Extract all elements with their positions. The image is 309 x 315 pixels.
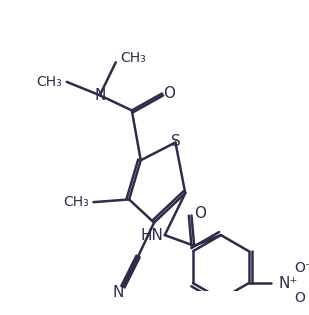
Text: CH₃: CH₃ — [36, 75, 62, 89]
Text: N: N — [113, 284, 124, 300]
Text: O: O — [194, 206, 206, 221]
Text: S: S — [171, 134, 181, 149]
Text: CH₃: CH₃ — [63, 195, 89, 209]
Text: CH₃: CH₃ — [120, 51, 146, 65]
Text: N⁺: N⁺ — [278, 276, 298, 291]
Text: O⁻: O⁻ — [294, 261, 309, 275]
Text: O: O — [163, 86, 175, 101]
Text: HN: HN — [140, 228, 163, 243]
Text: O: O — [294, 291, 305, 305]
Text: N: N — [94, 88, 105, 103]
